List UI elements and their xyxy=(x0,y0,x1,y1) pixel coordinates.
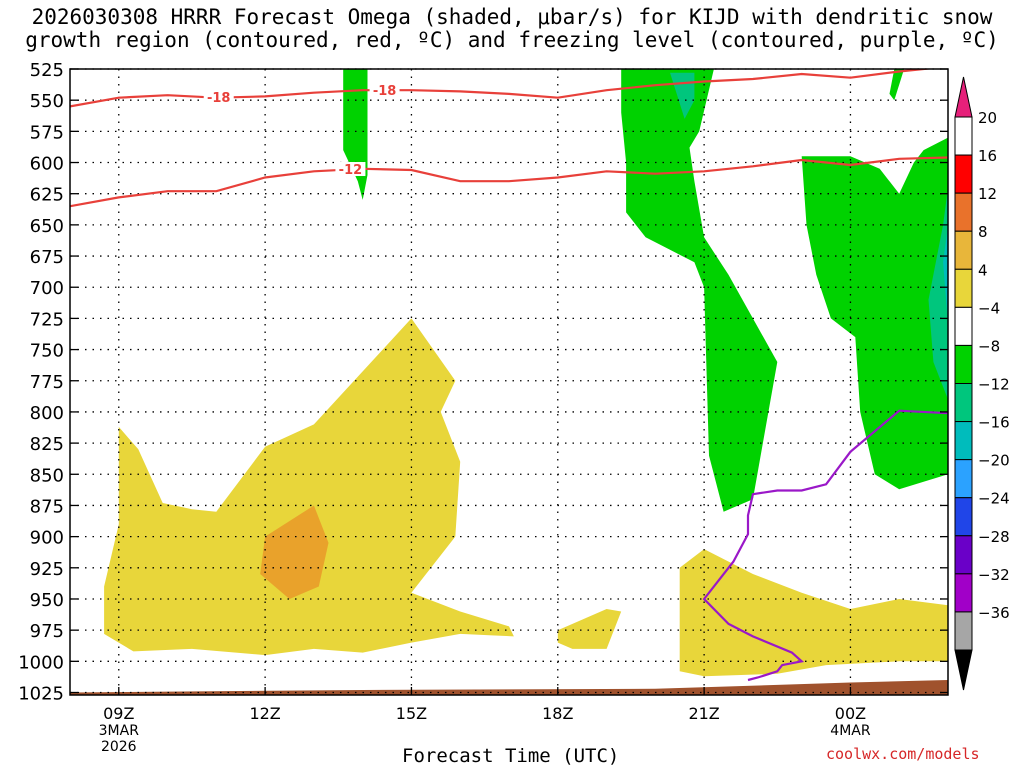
contour-label-bg-0 xyxy=(203,90,234,105)
colorbar-label-6: −8 xyxy=(978,337,1000,355)
y-tick-label-975: 975 xyxy=(30,621,64,642)
colorbar-label-4: 4 xyxy=(978,261,988,279)
y-tick-label-550: 550 xyxy=(30,91,64,112)
colorbar-label-5: −4 xyxy=(978,299,1000,317)
x-tick-label-18Z: 18Z xyxy=(542,704,573,723)
x-tick-sub2-09Z: 2026 xyxy=(101,739,137,755)
y-tick-label-575: 575 xyxy=(30,122,64,143)
colorbar: 20 16 12 8 4 −4 −8 −12 −16 −20 −24 −28 −32 −36 xyxy=(954,76,1010,691)
title-line-2: growth region (contoured, red, ºC) and f… xyxy=(25,28,999,52)
chart-title: 2026030308 HRRR Forecast Omega (shaded, … xyxy=(0,6,1024,52)
title-line-1: 2026030308 HRRR Forecast Omega (shaded, … xyxy=(31,5,993,29)
y-tick-label-900: 900 xyxy=(30,528,64,549)
omega-region-2 xyxy=(557,609,622,649)
colorbar-swatch-0 xyxy=(954,116,973,156)
y-tick-label-750: 750 xyxy=(30,341,64,362)
y-tick-label-875: 875 xyxy=(30,496,64,517)
credit-link[interactable]: coolwx.com/models xyxy=(826,745,980,763)
colorbar-swatch-7 xyxy=(954,383,973,423)
colorbar-label-11: −28 xyxy=(978,528,1010,546)
colorbar-swatch-3 xyxy=(954,230,973,270)
y-tick-label-850: 850 xyxy=(30,465,64,486)
colorbar-label-3: 8 xyxy=(978,223,988,241)
omega-region-0 xyxy=(104,318,514,656)
colorbar-swatch-1 xyxy=(954,154,973,194)
x-tick-label-12Z: 12Z xyxy=(249,704,280,723)
y-tick-label-925: 925 xyxy=(30,559,64,580)
colorbar-swatch-6 xyxy=(954,344,973,384)
colorbar-swatch-12 xyxy=(954,573,973,613)
colorbar-label-8: −16 xyxy=(978,414,1010,432)
colorbar-top-arrow xyxy=(954,76,973,118)
y-tick-label-1025: 1025 xyxy=(18,684,64,705)
y-tick-label-950: 950 xyxy=(30,590,64,611)
colorbar-label-7: −12 xyxy=(978,376,1010,394)
dgz-contour-0 xyxy=(70,69,935,108)
y-tick-label-650: 650 xyxy=(30,216,64,237)
y-tick-label-675: 675 xyxy=(30,247,64,268)
colorbar-bottom-arrow xyxy=(954,649,973,691)
omega-region-3 xyxy=(679,549,948,677)
x-axis-title: Forecast Time (UTC) xyxy=(402,745,620,767)
colorbar-swatch-11 xyxy=(954,535,973,575)
colorbar-swatch-9 xyxy=(954,459,973,499)
y-tick-label-825: 825 xyxy=(30,434,64,455)
omega-region-5 xyxy=(621,69,778,512)
contour-lines: -18 -18 -12 xyxy=(70,69,948,682)
colorbar-swatch-8 xyxy=(954,421,973,461)
y-tick-label-625: 625 xyxy=(30,185,64,206)
omega-region-10 xyxy=(943,224,948,325)
colorbar-swatch-5 xyxy=(954,306,973,346)
freezing-level-contour xyxy=(702,409,948,682)
colorbar-swatch-10 xyxy=(954,497,973,537)
x-tick-sub1-09Z: 3MAR xyxy=(99,723,140,739)
contour-label-0: -18 xyxy=(207,91,231,106)
y-tick-label-700: 700 xyxy=(30,278,64,299)
axes: 525 550 575 600 625 650 675 700 725 750 775 800 825 8… xyxy=(18,60,949,755)
colorbar-label-9: −20 xyxy=(978,452,1010,470)
y-tick-label-1000: 1000 xyxy=(18,652,64,673)
omega-region-6 xyxy=(889,69,905,101)
colorbar-label-1: 16 xyxy=(978,147,997,165)
x-tick-label-00Z: 00Z xyxy=(835,704,866,723)
colorbar-label-2: 12 xyxy=(978,185,997,203)
omega-region-4 xyxy=(343,69,368,200)
dgz-contour-1 xyxy=(70,156,948,208)
x-tick-sub1-00Z: 4MAR xyxy=(830,723,871,739)
colorbar-label-0: 20 xyxy=(978,109,997,127)
contour-label-2: -12 xyxy=(339,163,363,178)
contour-label-bg-1 xyxy=(369,83,400,98)
x-tick-label-09Z: 09Z xyxy=(103,704,134,723)
y-tick-label-800: 800 xyxy=(30,403,64,424)
omega-region-7 xyxy=(801,137,948,490)
y-tick-label-775: 775 xyxy=(30,372,64,393)
x-tick-label-15Z: 15Z xyxy=(396,704,427,723)
y-tick-label-725: 725 xyxy=(30,309,64,330)
plot-frame xyxy=(69,68,949,696)
colorbar-swatch-2 xyxy=(954,192,973,232)
contour-label-bg-2 xyxy=(335,162,366,177)
y-tick-label-600: 600 xyxy=(30,154,64,175)
contour-label-1: -18 xyxy=(373,84,397,99)
colorbar-swatch-4 xyxy=(954,268,973,308)
colorbar-label-13: −36 xyxy=(978,604,1010,622)
y-tick-label-525: 525 xyxy=(30,60,64,81)
x-tick-label-21Z: 21Z xyxy=(688,704,719,723)
shaded-regions xyxy=(70,69,948,695)
colorbar-label-12: −32 xyxy=(978,566,1010,584)
colorbar-label-10: −24 xyxy=(978,490,1010,508)
colorbar-swatch-13 xyxy=(954,611,973,651)
terrain-fill xyxy=(70,680,948,695)
omega-region-9 xyxy=(928,187,948,400)
omega-region-1 xyxy=(260,505,329,599)
